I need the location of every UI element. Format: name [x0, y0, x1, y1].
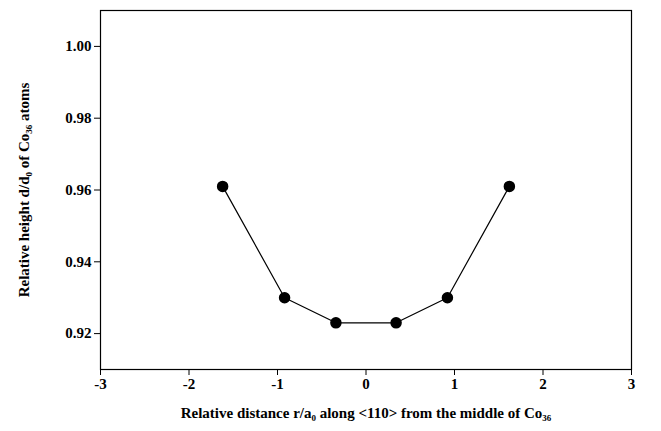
svg-text:0.92: 0.92: [65, 325, 91, 341]
svg-text:3: 3: [628, 376, 636, 392]
svg-text:1: 1: [451, 376, 459, 392]
svg-text:1.00: 1.00: [65, 38, 91, 54]
svg-text:0: 0: [362, 376, 370, 392]
svg-text:-2: -2: [183, 376, 196, 392]
svg-text:2: 2: [539, 376, 547, 392]
svg-text:Relative distance r/a₀ along <: Relative distance r/a₀ along <110> from …: [181, 405, 552, 421]
svg-text:0.96: 0.96: [65, 182, 92, 198]
svg-text:0.98: 0.98: [65, 110, 91, 126]
svg-text:0.94: 0.94: [65, 254, 92, 270]
svg-text:-3: -3: [94, 376, 107, 392]
svg-text:Relative height d/d₀ of Co₃₆ a: Relative height d/d₀ of Co₃₆ atoms: [16, 82, 32, 297]
svg-text:-1: -1: [271, 376, 284, 392]
